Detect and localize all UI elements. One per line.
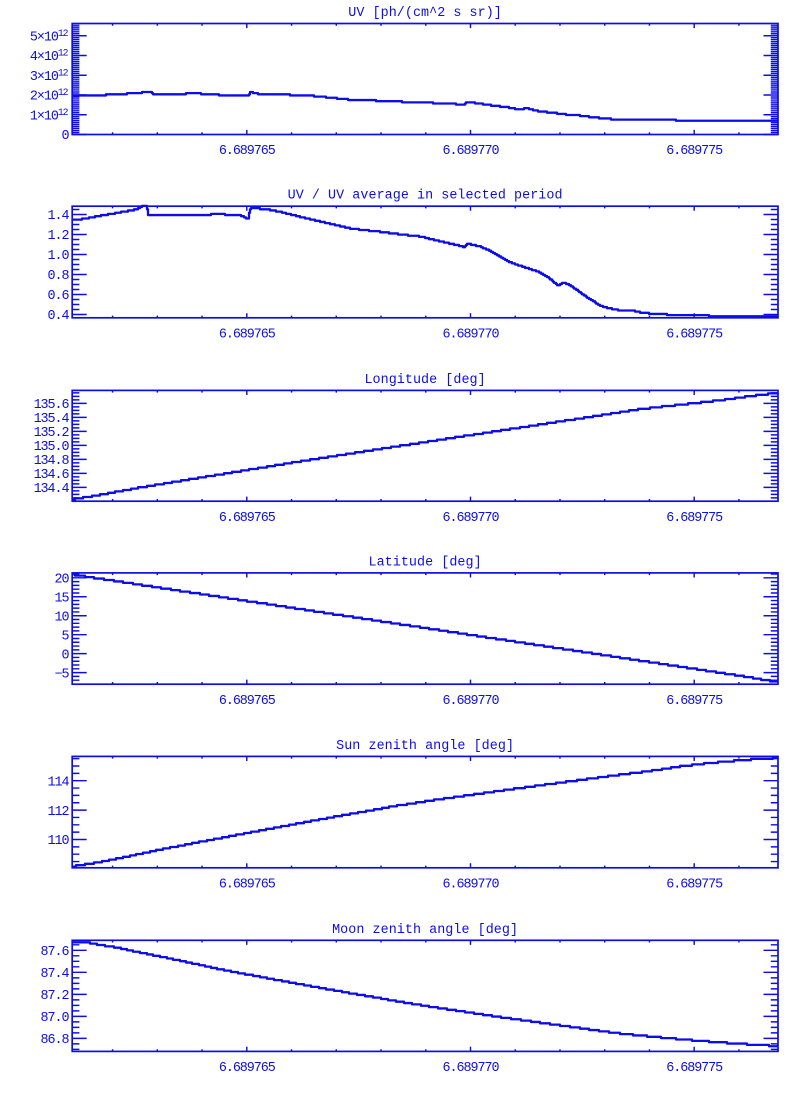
svg-text:−5: −5 xyxy=(55,667,70,682)
svg-text:6.689775: 6.689775 xyxy=(666,877,723,892)
svg-text:6.689775: 6.689775 xyxy=(666,327,723,342)
svg-text:110: 110 xyxy=(48,834,70,849)
svg-text:6.689775: 6.689775 xyxy=(666,694,723,709)
svg-text:87.4: 87.4 xyxy=(41,967,70,982)
svg-text:6.689770: 6.689770 xyxy=(443,327,500,342)
svg-text:6.689770: 6.689770 xyxy=(443,694,500,709)
svg-text:112: 112 xyxy=(48,805,70,820)
svg-text:6.689770: 6.689770 xyxy=(443,511,500,526)
svg-text:Longitude [deg]: Longitude [deg] xyxy=(364,373,485,388)
svg-text:Moon zenith angle [deg]: Moon zenith angle [deg] xyxy=(332,923,518,938)
svg-text:6.689765: 6.689765 xyxy=(219,144,276,159)
svg-text:1.0: 1.0 xyxy=(48,249,70,264)
svg-text:6.689770: 6.689770 xyxy=(443,144,500,159)
svg-text:134.6: 134.6 xyxy=(34,468,70,483)
svg-text:6.689770: 6.689770 xyxy=(443,877,500,892)
svg-text:Latitude [deg]: Latitude [deg] xyxy=(368,555,481,570)
svg-text:UV [ph/(cm^2 s sr)]: UV [ph/(cm^2 s sr)] xyxy=(348,6,502,21)
svg-text:0: 0 xyxy=(62,648,70,663)
svg-text:6.689765: 6.689765 xyxy=(219,877,276,892)
svg-text:0: 0 xyxy=(62,129,70,144)
svg-text:134.8: 134.8 xyxy=(34,454,70,469)
svg-text:6.689765: 6.689765 xyxy=(219,327,276,342)
svg-text:0.8: 0.8 xyxy=(48,269,70,284)
svg-text:87.0: 87.0 xyxy=(41,1011,70,1026)
svg-text:0.6: 0.6 xyxy=(48,289,70,304)
svg-text:5: 5 xyxy=(62,629,70,644)
svg-text:6.689765: 6.689765 xyxy=(219,694,276,709)
svg-text:6.689775: 6.689775 xyxy=(666,144,723,159)
svg-text:UV / UV average in selected pe: UV / UV average in selected period xyxy=(288,189,563,204)
svg-text:114: 114 xyxy=(48,775,70,790)
svg-text:20: 20 xyxy=(55,573,70,588)
svg-text:87.2: 87.2 xyxy=(41,989,70,1004)
svg-text:135.6: 135.6 xyxy=(34,398,70,413)
svg-text:6.689775: 6.689775 xyxy=(666,1061,723,1076)
svg-text:6.689765: 6.689765 xyxy=(219,1061,276,1076)
svg-text:87.6: 87.6 xyxy=(41,945,70,960)
svg-text:86.8: 86.8 xyxy=(41,1033,70,1048)
svg-text:6.689775: 6.689775 xyxy=(666,511,723,526)
svg-text:1.2: 1.2 xyxy=(48,229,70,244)
svg-text:135.2: 135.2 xyxy=(34,426,70,441)
svg-text:135.4: 135.4 xyxy=(34,412,70,427)
svg-text:0.4: 0.4 xyxy=(48,309,70,324)
svg-text:1.4: 1.4 xyxy=(48,209,70,224)
svg-text:134.4: 134.4 xyxy=(34,482,70,497)
svg-text:Sun zenith angle [deg]: Sun zenith angle [deg] xyxy=(336,739,514,754)
svg-text:6.689765: 6.689765 xyxy=(219,511,276,526)
svg-text:6.689770: 6.689770 xyxy=(443,1061,500,1076)
svg-text:135.0: 135.0 xyxy=(34,440,70,455)
svg-text:10: 10 xyxy=(55,610,70,625)
svg-text:15: 15 xyxy=(55,592,70,607)
